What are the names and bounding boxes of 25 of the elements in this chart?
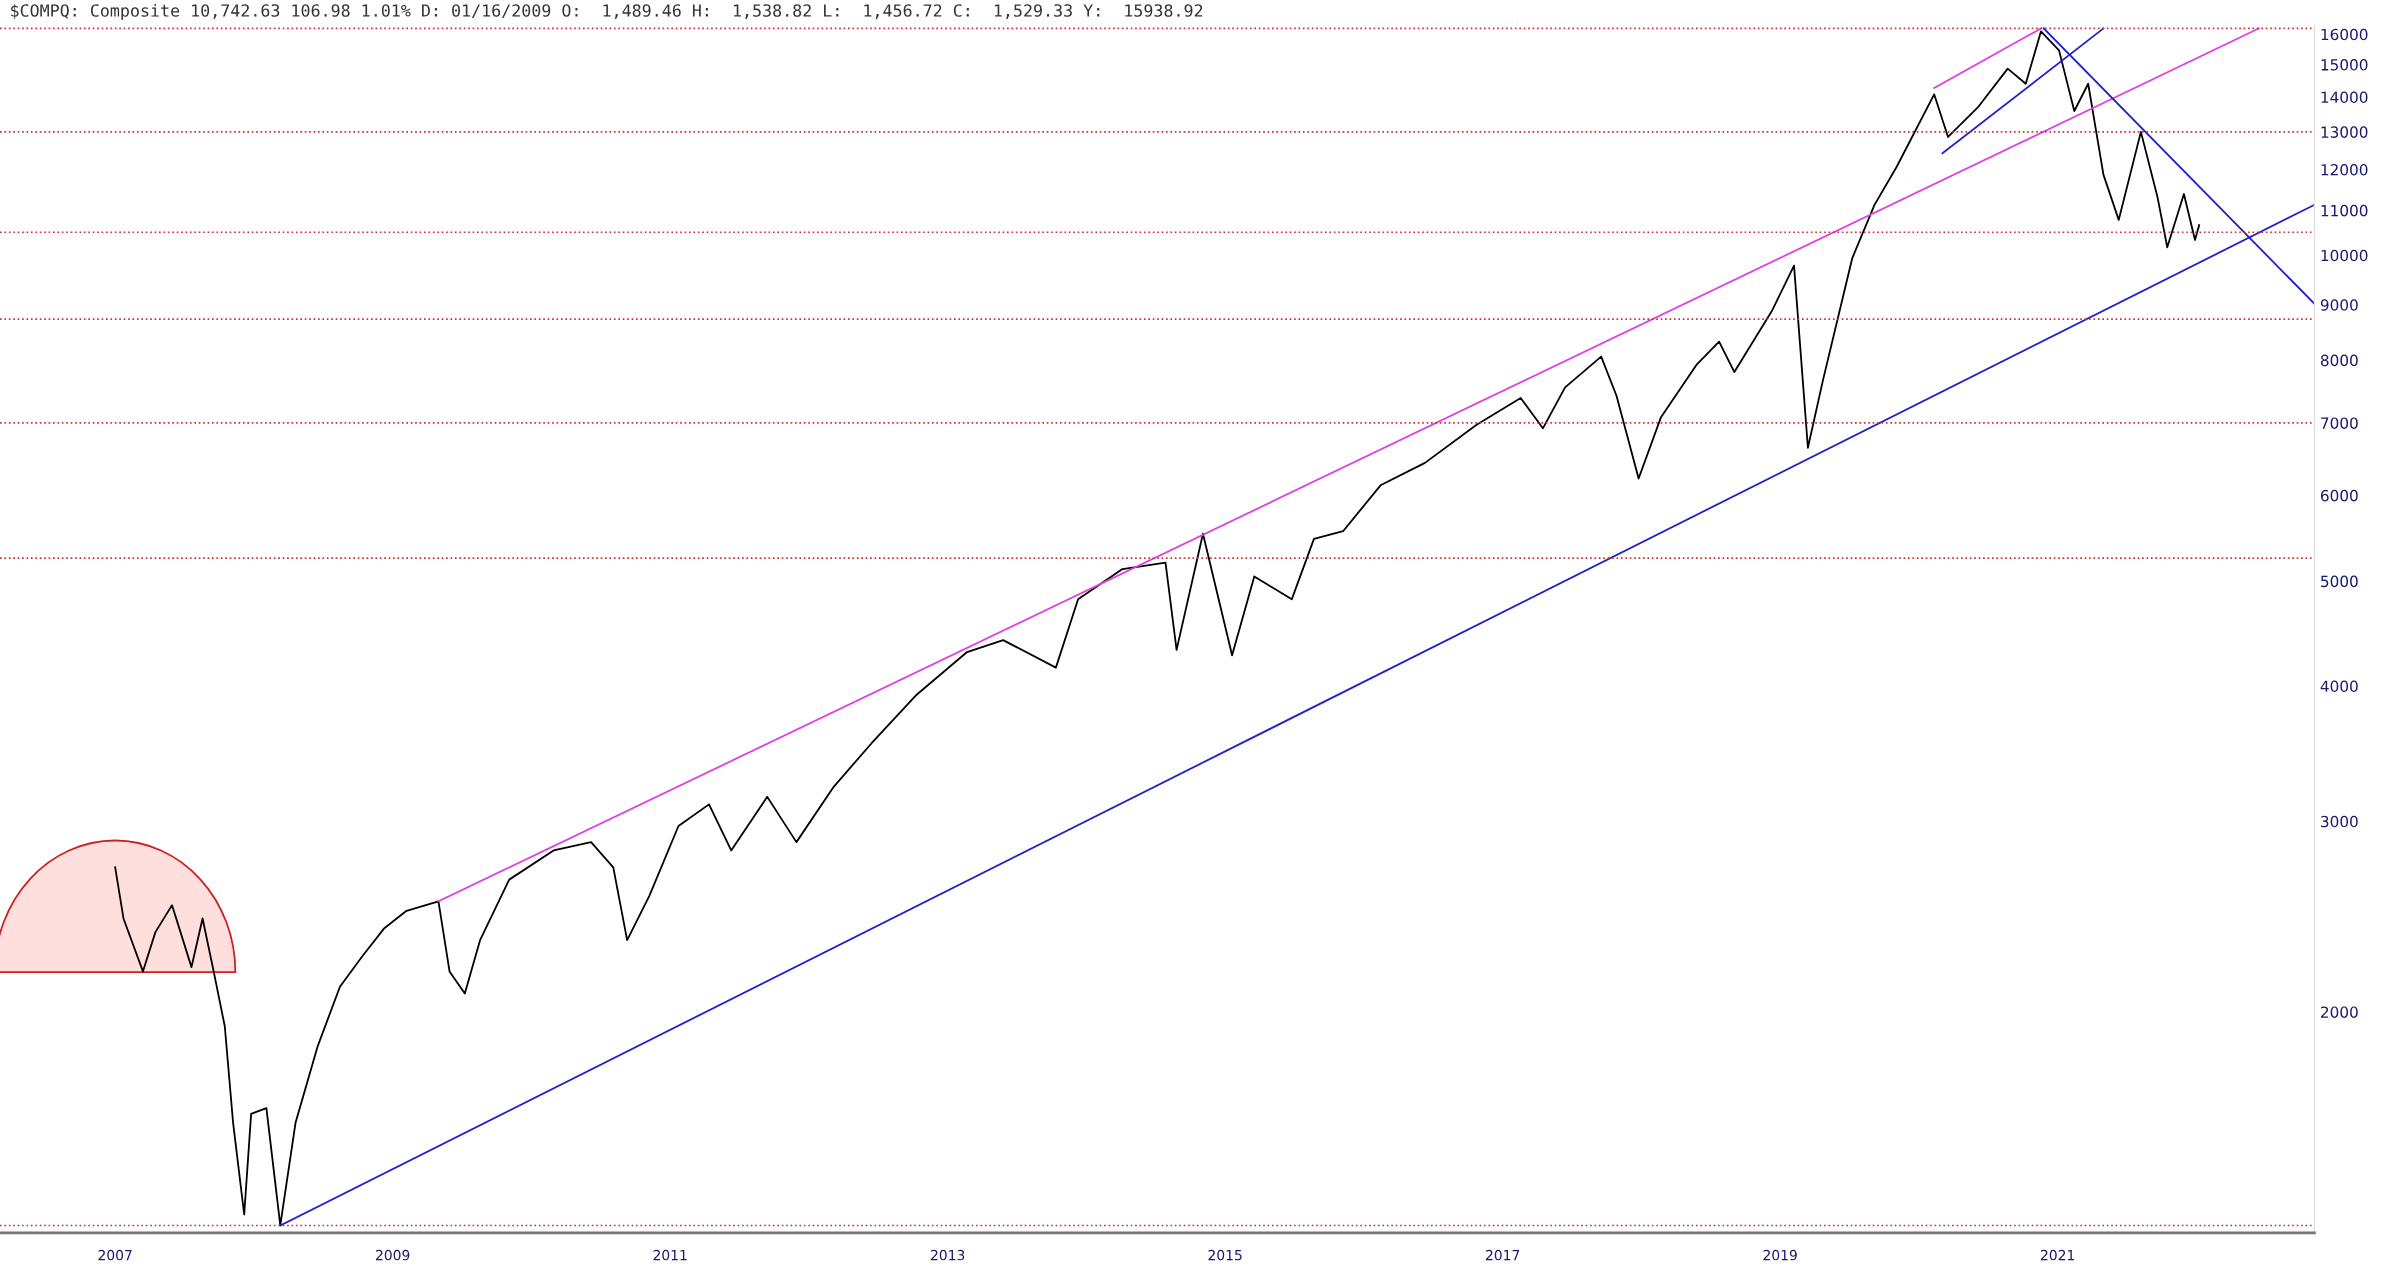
- y-tick-label: 3000: [2321, 815, 2358, 828]
- x-tick-label: 2015: [1208, 1249, 1242, 1261]
- x-tick-label: 2009: [376, 1249, 410, 1261]
- y-tick-label: 13000: [2321, 126, 2368, 138]
- y-tick-label: 15000: [2321, 59, 2368, 71]
- y-tick-label: 11000: [2321, 204, 2368, 217]
- x-tick-label: 2019: [1763, 1249, 1797, 1261]
- y-tick-label: 8000: [2320, 354, 2358, 367]
- x-tick-label: 2011: [653, 1249, 687, 1261]
- y-tick-label: 4000: [2320, 680, 2358, 693]
- chart-title: $COMPQ: Composite 10,742.63 106.98 1.01% D: 01/16/2009 O: 1,489.46 H: 1,538.82 L: 1,456.72 C: 1,529.33 Y: 15938.92: [11, 3, 1203, 21]
- y-tick-label: 16000: [2321, 28, 2368, 41]
- y-tick-label: 12000: [2321, 163, 2368, 176]
- x-tick-label: 2013: [931, 1249, 965, 1261]
- line-series: [114, 30, 2201, 1227]
- y-tick-label: 5000: [2321, 575, 2358, 588]
- y-tick-label: 2000: [2321, 1006, 2358, 1018]
- y-tick-label: 9000: [2320, 299, 2358, 311]
- y-tick-label: 14000: [2321, 91, 2368, 104]
- y-tick-label: 7000: [2321, 417, 2358, 429]
- x-tick-label: 2017: [1485, 1249, 1520, 1261]
- x-tick-label: 2007: [98, 1249, 132, 1261]
- y-tick-label: 6000: [2320, 489, 2358, 502]
- x-tick-label: 2021: [2040, 1249, 2075, 1261]
- y-tick-label: 10000: [2321, 249, 2368, 262]
